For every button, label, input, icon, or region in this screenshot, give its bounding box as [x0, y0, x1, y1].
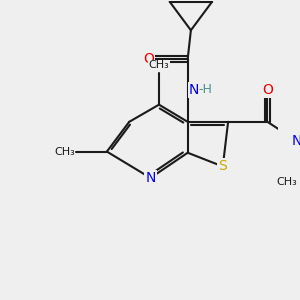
- Text: O: O: [262, 83, 273, 97]
- Text: N: N: [145, 171, 156, 185]
- Text: CH₃: CH₃: [54, 147, 75, 157]
- Text: CH₃: CH₃: [148, 60, 170, 70]
- Text: N: N: [189, 83, 200, 97]
- Text: S: S: [218, 160, 227, 173]
- Text: O: O: [143, 52, 154, 66]
- Text: -H: -H: [198, 83, 212, 96]
- Text: CH₃: CH₃: [276, 177, 297, 187]
- Text: N: N: [292, 134, 300, 148]
